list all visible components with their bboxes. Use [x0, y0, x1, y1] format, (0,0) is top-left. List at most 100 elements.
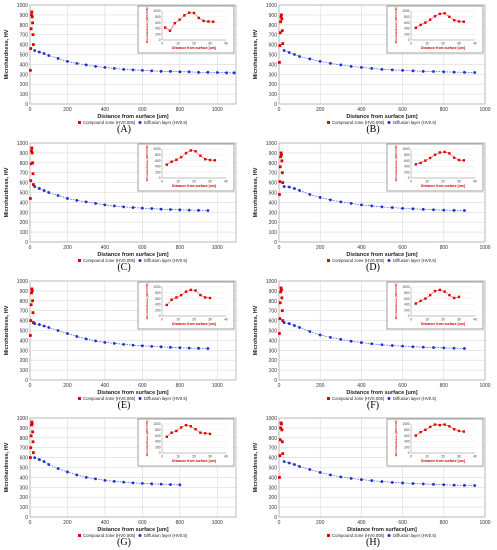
inset-box	[386, 418, 484, 467]
diffusion-layer-line	[284, 186, 465, 211]
inset-x-tick-label: 40	[473, 42, 477, 46]
legend-label-diffusion: Diffusion layer (HV0.5)	[393, 258, 437, 263]
diffusion-layer-point	[473, 71, 477, 74]
diffusion-layer-point	[187, 70, 191, 74]
panel-e: 0 100 200 300 400 500 600 700 800 900 1000 0 200 400 6…	[0, 276, 248, 413]
inset-point	[414, 434, 417, 437]
inset-point	[183, 14, 186, 17]
diffusion-layer-point	[94, 339, 97, 343]
compound-zone-point	[280, 309, 284, 313]
inset-x-axis-label: Distance from surface [um]	[172, 459, 216, 463]
compound-zone-point	[278, 438, 282, 442]
y-tick-label: 700	[20, 446, 29, 452]
legend-marker-compound	[327, 534, 330, 537]
inset-x-tick-label: 20	[192, 455, 196, 459]
inset-point	[414, 163, 417, 166]
inset-box	[137, 5, 235, 54]
inset-point	[175, 296, 178, 299]
x-tick-label: 0	[29, 245, 32, 251]
inset-point	[448, 425, 451, 428]
diffusion-layer-point	[390, 68, 394, 72]
x-tick-label: 400	[357, 245, 366, 251]
x-tick-label: 200	[63, 107, 72, 113]
inset-point	[194, 289, 197, 292]
y-tick-label: 0	[274, 240, 277, 246]
compound-zone-point	[279, 286, 283, 290]
compound-zone-point	[280, 13, 283, 17]
diffusion-layer-point	[360, 341, 363, 344]
y-tick-label: 900	[20, 151, 29, 157]
compound-zone-point	[281, 319, 285, 322]
inset-x-tick-label: 0	[410, 318, 412, 322]
x-tick-label: 800	[440, 107, 449, 113]
diffusion-layer-point	[33, 185, 37, 188]
inset-x-tick-label: 10	[176, 42, 180, 46]
diffusion-layer-point	[112, 479, 116, 483]
compound-zone-point	[29, 303, 33, 307]
y-tick-label: 300	[20, 348, 29, 354]
compound-zone-point	[29, 446, 33, 450]
y-tick-label: 0	[274, 102, 277, 108]
y-tick-label: 400	[269, 475, 278, 481]
inset-y-tick-label: 200	[404, 445, 410, 449]
inset-y-tick-label: 200	[155, 308, 161, 312]
diffusion-layer-point	[47, 54, 51, 57]
inset-y-tick-label: 200	[155, 170, 161, 174]
diffusion-layer-point	[380, 480, 384, 483]
legend-label-compound: Compound zone (HV0.005)	[83, 258, 136, 263]
inset-y-tick-label: 400	[155, 27, 161, 31]
diffusion-layer-point	[432, 70, 435, 73]
diffusion-layer-point	[159, 69, 163, 73]
inset-x-tick-label: 40	[473, 180, 477, 184]
y-tick-label: 800	[269, 436, 278, 442]
diffusion-layer-point	[56, 329, 60, 332]
compound-zone-point	[281, 181, 285, 184]
y-tick-label: 1000	[266, 279, 277, 285]
inset-y-tick-label: 0	[408, 451, 410, 455]
diffusion-layer-point	[122, 67, 126, 71]
diffusion-layer-point	[103, 478, 107, 482]
compound-zone-point	[279, 426, 283, 430]
y-tick-label: 200	[269, 220, 278, 226]
y-axis-label: Microhardness, HV	[253, 305, 259, 355]
diffusion-layer-point	[178, 483, 182, 487]
diffusion-layer-point	[42, 460, 46, 463]
inset-y-tick-label: 600	[155, 159, 161, 163]
diffusion-layer-point	[122, 342, 126, 346]
legend-label-compound: Compound zone (HV0.005)	[83, 396, 136, 401]
y-tick-label: 400	[20, 200, 29, 206]
inset-point	[448, 293, 451, 297]
diffusion-layer-point	[47, 191, 51, 194]
inset-x-tick-label: 30	[208, 42, 212, 46]
compound-zone-point	[280, 29, 284, 33]
diffusion-layer-point	[411, 482, 415, 485]
inset-y-tick-label: 400	[404, 303, 410, 307]
inset-point	[424, 159, 427, 162]
inset-point	[433, 289, 437, 293]
compound-zone-point	[30, 15, 34, 19]
y-tick-label: 1000	[266, 141, 277, 147]
y-tick-label: 400	[20, 338, 29, 344]
compound-zone-point	[279, 15, 283, 19]
compound-zone-point	[278, 301, 282, 305]
plot-frame	[278, 417, 486, 518]
diffusion-layer-point	[225, 71, 229, 75]
y-tick-label: 400	[20, 475, 29, 481]
inset-y-axis-label: Microhardness [HV0.005]	[145, 8, 149, 44]
diffusion-layer-point	[339, 475, 343, 479]
x-axis-label: Distance from surface [um]	[97, 390, 168, 396]
inset-point	[433, 15, 437, 18]
y-axis-label: Microhardness, HV	[4, 29, 10, 79]
diffusion-layer-point	[112, 204, 116, 208]
diffusion-layer-point	[411, 345, 415, 349]
diffusion-layer-point	[287, 51, 291, 54]
compound-zone-point	[30, 420, 34, 424]
inset-x-tick-label: 40	[473, 318, 477, 322]
diffusion-layer-point	[421, 207, 425, 211]
inset-x-tick-label: 10	[176, 455, 180, 459]
compound-zone-point	[31, 33, 35, 37]
inset-y-tick-label: 600	[155, 21, 161, 25]
y-tick-label: 300	[269, 72, 278, 78]
diffusion-layer-point	[370, 66, 374, 70]
